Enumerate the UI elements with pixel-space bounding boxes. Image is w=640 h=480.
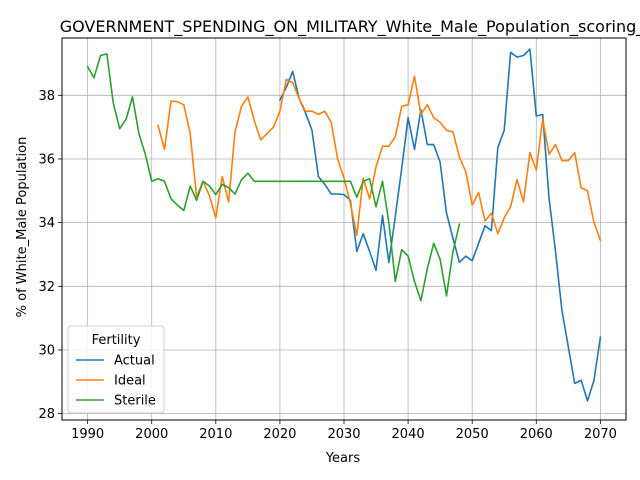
x-tick-label: 1990: [71, 427, 104, 442]
chart-title: GOVERNMENT_SPENDING_ON_MILITARY_White_Ma…: [60, 17, 640, 37]
legend-title: Fertility: [92, 333, 141, 348]
x-tick-label: 2040: [392, 427, 425, 442]
y-tick-label: 28: [38, 407, 55, 422]
y-tick-label: 32: [38, 280, 55, 295]
legend-label-actual: Actual: [114, 354, 155, 369]
x-tick-label: 2000: [135, 427, 168, 442]
x-tick-label: 2020: [263, 427, 296, 442]
legend-label-sterile: Sterile: [114, 394, 156, 409]
x-tick-label: 2060: [520, 427, 553, 442]
x-tick-label: 2070: [584, 427, 617, 442]
x-tick-label: 2050: [456, 427, 489, 442]
y-tick-label: 30: [38, 343, 55, 358]
legend-label-ideal: Ideal: [114, 374, 146, 389]
y-tick-label: 36: [38, 152, 55, 167]
y-axis-label: % of White_Male Population: [15, 137, 30, 318]
legend: Fertility Actual Ideal Sterile: [68, 326, 164, 413]
x-tick-label: 2030: [327, 427, 360, 442]
y-tick-label: 34: [38, 216, 55, 231]
x-axis-label: Years: [325, 451, 361, 466]
y-tick-label: 38: [38, 89, 55, 104]
x-tick-label: 2010: [199, 427, 232, 442]
